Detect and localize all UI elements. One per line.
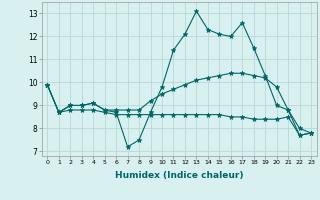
X-axis label: Humidex (Indice chaleur): Humidex (Indice chaleur) <box>115 171 244 180</box>
